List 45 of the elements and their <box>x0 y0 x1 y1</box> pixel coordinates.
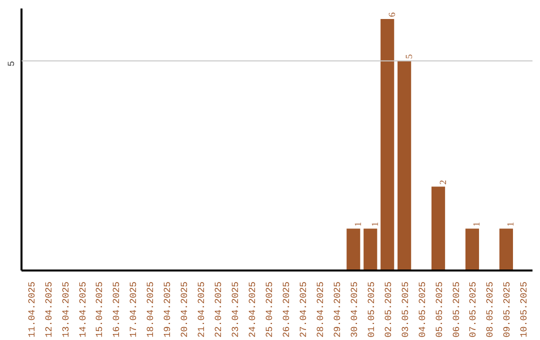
bar <box>398 60 412 270</box>
data-label: 5 <box>404 54 415 59</box>
x-tick-label: 24.04.2025 <box>247 281 258 338</box>
x-tick-label: 04.05.2025 <box>416 281 428 338</box>
ref-line-label: 5 <box>6 60 17 66</box>
x-tick-label: 19.04.2025 <box>162 281 174 338</box>
data-label: 6 <box>388 12 398 17</box>
x-tick-label: 20.04.2025 <box>179 281 190 338</box>
data-label: 2 <box>438 180 449 185</box>
x-tick-label: 12.04.2025 <box>43 281 54 338</box>
x-tick-label: 09.05.2025 <box>502 281 513 338</box>
x-tick-label: 16.04.2025 <box>111 281 122 338</box>
x-tick-label: 26.04.2025 <box>280 281 292 338</box>
x-tick-label: 28.04.2025 <box>314 281 326 338</box>
x-tick-label: 18.04.2025 <box>145 281 156 338</box>
x-tick-label: 11.04.2025 <box>26 281 38 338</box>
x-tick-label: 27.04.2025 <box>298 281 309 338</box>
data-label: 1 <box>506 222 517 227</box>
x-tick-label: 25.04.2025 <box>264 281 276 338</box>
x-tick-label: 29.04.2025 <box>332 281 343 338</box>
x-tick-label: 01.05.2025 <box>366 281 377 338</box>
x-tick-label: 07.05.2025 <box>468 281 479 338</box>
bar <box>431 186 446 270</box>
bar <box>364 228 378 270</box>
x-tick-label: 02.05.2025 <box>382 281 394 338</box>
data-label: 1 <box>370 222 381 227</box>
x-tick-label: 06.05.2025 <box>450 281 462 338</box>
x-tick-label: 22.04.2025 <box>213 281 224 338</box>
x-tick-label: 15.04.2025 <box>94 281 106 338</box>
bar <box>465 228 480 270</box>
data-label: 1 <box>472 222 483 227</box>
x-tick-label: 10.05.2025 <box>518 281 530 338</box>
x-tick-label: 08.05.2025 <box>484 281 496 338</box>
x-tick-label: 21.04.2025 <box>196 281 208 338</box>
data-label: 1 <box>354 222 364 227</box>
bar <box>346 228 360 270</box>
x-tick-label: 17.04.2025 <box>128 281 140 338</box>
x-tick-label: 05.05.2025 <box>434 281 445 338</box>
x-tick-label: 13.04.2025 <box>60 281 72 338</box>
bar <box>380 18 394 270</box>
x-tick-label: 30.04.2025 <box>348 281 360 338</box>
x-tick-label: 14.04.2025 <box>77 281 88 338</box>
x-tick-label: 03.05.2025 <box>400 281 411 338</box>
bar <box>499 228 513 270</box>
x-tick-label: 23.04.2025 <box>230 281 242 338</box>
